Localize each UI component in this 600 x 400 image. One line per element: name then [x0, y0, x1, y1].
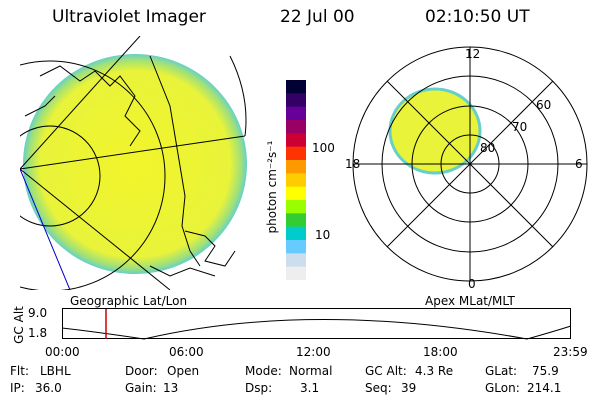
status-ip-value: 36.0	[35, 381, 62, 395]
timeline-xtick-0000: 00:00	[45, 345, 80, 359]
polar-plot	[352, 46, 588, 282]
mlt-label-0: 0	[468, 277, 476, 291]
colorbar-segment	[286, 253, 306, 268]
colorbar-segment	[286, 146, 306, 161]
left-panel-label: Geographic Lat/Lon	[70, 294, 188, 308]
colorbar-segment	[286, 106, 306, 121]
date-label: 22 Jul 00	[280, 7, 355, 27]
colorbar-segment	[286, 120, 306, 134]
colorbar-tick-100: 100	[312, 141, 335, 155]
colorbar-segment	[286, 80, 306, 94]
timeline-ylabel: GC Alt	[12, 306, 26, 344]
status-glat-value: 75.9	[532, 364, 559, 378]
colorbar-segment	[286, 160, 306, 174]
status-gain-value: 13	[163, 381, 179, 395]
status-door-value: Open	[167, 364, 200, 378]
status-gcalt-value: 4.3 Re	[415, 364, 454, 378]
altitude-timeline	[62, 308, 572, 340]
lat-label-60: 60	[536, 98, 552, 112]
status-ip-label: IP:	[10, 381, 25, 395]
status-glon-value: 214.1	[527, 381, 562, 395]
colorbar-tick-10: 10	[315, 228, 331, 242]
timeline-ytick-min: 1.8	[28, 326, 48, 340]
status-gcalt-label: GC Alt:	[365, 364, 407, 378]
right-panel-label: Apex MLat/MLT	[425, 294, 515, 308]
colorbar-segment	[286, 200, 306, 214]
colorbar	[286, 80, 306, 281]
status-dsp-label: Dsp:	[245, 381, 273, 395]
status-seq-value: 39	[401, 381, 417, 395]
timeline-xtick-1800: 18:00	[423, 345, 458, 359]
status-dsp-value: 3.1	[300, 381, 320, 395]
status-gain-label: Gain:	[125, 381, 157, 395]
timeline-ytick-max: 9.0	[28, 306, 48, 320]
status-glon-label: GLon:	[485, 381, 520, 395]
geographic-image	[20, 36, 247, 290]
colorbar-segment	[286, 240, 306, 254]
colorbar-unit-label: photon cm⁻²s⁻¹	[265, 140, 279, 234]
mlt-label-6: 6	[575, 157, 583, 171]
timeline-xtick-2359: 23:59	[553, 345, 588, 359]
colorbar-segment	[286, 213, 306, 228]
colorbar-segment	[286, 186, 306, 201]
mlt-label-18: 18	[345, 157, 361, 171]
status-flt-label: Flt:	[10, 364, 29, 378]
status-glat-label: GLat:	[485, 364, 518, 378]
colorbar-segment	[286, 133, 306, 148]
lat-label-70: 70	[512, 120, 528, 134]
status-door-label: Door:	[125, 364, 158, 378]
colorbar-segment	[286, 173, 306, 188]
timeline-xtick-0600: 06:00	[169, 345, 204, 359]
lat-label-80: 80	[480, 141, 496, 155]
timeline-xtick-1200: 12:00	[296, 345, 331, 359]
app-title: Ultraviolet Imager	[52, 7, 206, 27]
status-seq-label: Seq:	[365, 381, 392, 395]
colorbar-segment	[286, 93, 306, 108]
status-flt-value: LBHL	[40, 364, 71, 378]
time-label: 02:10:50 UT	[425, 7, 530, 27]
colorbar-segment	[286, 266, 306, 281]
status-mode-label: Mode:	[245, 364, 282, 378]
mlt-label-12: 12	[465, 47, 481, 61]
colorbar-segment	[286, 226, 306, 241]
status-mode-value: Normal	[289, 364, 333, 378]
